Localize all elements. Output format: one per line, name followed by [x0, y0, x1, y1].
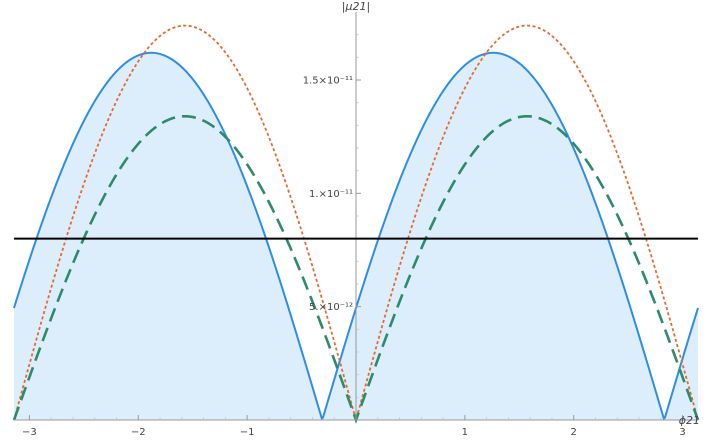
x-tick-label: −1	[240, 427, 255, 438]
shaded-region-layer	[14, 52, 698, 421]
x-tick-label: 1	[462, 427, 468, 438]
x-axis-title: ϕ21	[679, 414, 700, 427]
y-tick-label: 1.×10⁻¹¹	[309, 189, 353, 200]
ticks-layer: −3 −2 −1 1 2 3 5.×10⁻¹² 1.×10⁻¹¹ 1.5×10⁻¹¹	[22, 34, 686, 438]
y-tick-label: 1.5×10⁻¹¹	[303, 76, 353, 87]
x-tick-label: −2	[131, 427, 146, 438]
x-tick-label: −3	[22, 427, 37, 438]
x-tick-label: 2	[571, 427, 577, 438]
series-1-fill	[14, 52, 698, 421]
x-tick-label: 3	[679, 427, 685, 438]
y-tick-label: 5.×10⁻¹²	[309, 302, 353, 313]
y-axis-title: |μ21|	[342, 0, 370, 13]
